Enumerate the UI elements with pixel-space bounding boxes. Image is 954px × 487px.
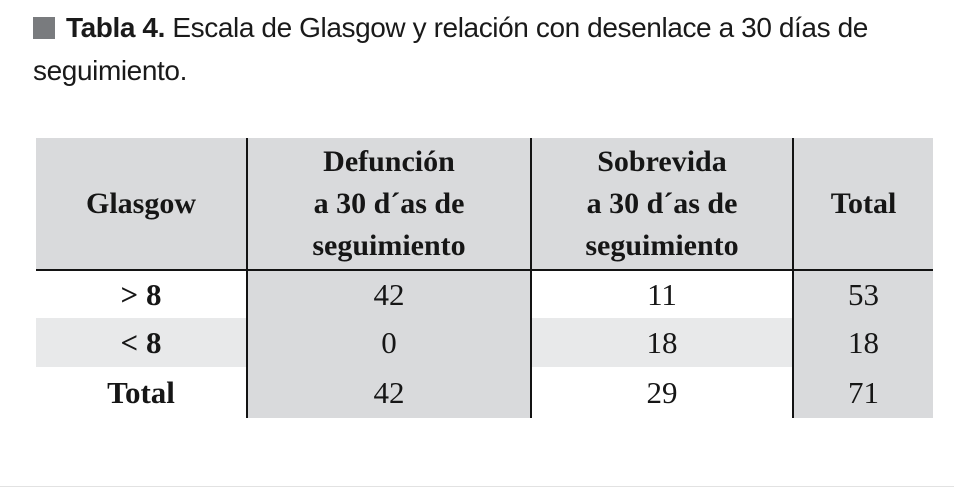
table-row-total: Total 42 29 71 <box>36 367 933 418</box>
header-row: Glasgow Defunción a 30 d´as de seguimien… <box>36 138 933 271</box>
caption-text-line1: Escala de Glasgow y relación con desenla… <box>172 12 868 43</box>
table-cell: 71 <box>792 367 933 418</box>
header-cell-glasgow: Glasgow <box>36 138 247 271</box>
header-cell-defuncion: Defunción a 30 d´as de seguimiento <box>246 138 531 271</box>
table-cell: 42 <box>246 367 531 418</box>
header-cell-sobrevida: Sobrevida a 30 d´as de seguimiento <box>530 138 793 271</box>
header-cell-total: Total <box>792 138 933 271</box>
caption-label: Tabla 4. <box>66 12 165 43</box>
glasgow-outcome-table: Glasgow Defunción a 30 d´as de seguimien… <box>36 138 933 418</box>
table-cell: 53 <box>792 270 933 318</box>
table-row-lt8: < 8 0 18 18 <box>36 318 933 367</box>
table-cell: 18 <box>530 318 793 367</box>
table-cell: 0 <box>246 318 531 367</box>
table-caption: Tabla 4. Escala de Glasgow y relación co… <box>33 6 868 92</box>
table-row-gt8: > 8 42 11 53 <box>36 270 933 318</box>
table-cell: Total <box>107 374 175 410</box>
square-bullet-icon <box>33 17 55 39</box>
table-cell: < 8 <box>36 318 247 367</box>
table-cell: > 8 <box>120 276 162 312</box>
caption-text-line2: seguimiento. <box>33 55 187 86</box>
table-cell: 11 <box>530 270 793 318</box>
table-cell: 18 <box>792 318 933 367</box>
table-cell: 29 <box>530 367 793 418</box>
table-cell: 42 <box>246 270 531 318</box>
